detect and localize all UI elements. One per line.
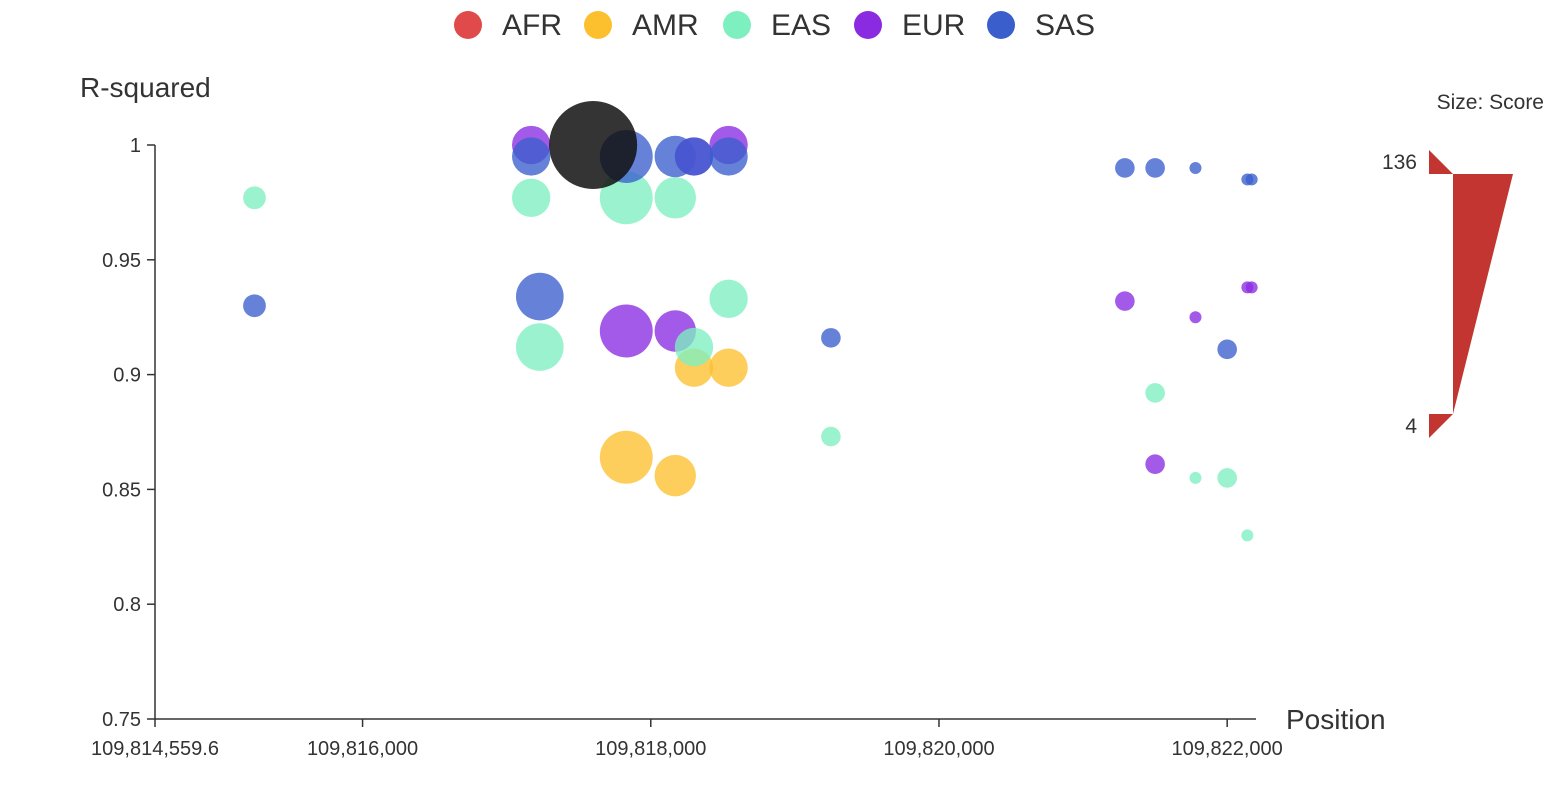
point-sas — [515, 272, 564, 321]
legend-item-eas[interactable]: EAS — [723, 9, 831, 42]
point-eur — [1145, 454, 1165, 474]
legend-item-amr[interactable]: AMR — [584, 9, 699, 42]
lead-point — [549, 101, 638, 189]
legend-label: SAS — [1035, 9, 1095, 42]
point-eur — [599, 304, 653, 358]
size-legend-title: Size: Score — [1437, 91, 1544, 114]
point-eas — [515, 323, 564, 371]
legend-label: AMR — [632, 9, 699, 42]
size-legend-wedge — [1453, 174, 1513, 414]
size-legend-max-label: 136 — [1382, 151, 1417, 174]
legend-marker — [987, 11, 1015, 39]
point-eur — [1115, 291, 1135, 311]
y-axis-title: R-squared — [80, 72, 211, 103]
legend-item-sas[interactable]: SAS — [987, 9, 1095, 42]
point-sas — [674, 137, 714, 176]
point-sas — [1115, 158, 1135, 178]
y-tick-label: 0.9 — [113, 365, 141, 387]
legend-item-afr[interactable]: AFR — [454, 9, 562, 42]
size-legend: Size: Score 136 4 — [1382, 91, 1544, 438]
point-eas — [821, 426, 841, 447]
point-eas — [674, 327, 714, 367]
data-points — [243, 101, 1258, 542]
legend-marker — [723, 11, 751, 39]
x-tick-label: 109,818,000 — [595, 738, 706, 760]
point-sas — [512, 137, 551, 176]
point-sas — [243, 294, 266, 318]
y-tick-label: 1 — [130, 135, 141, 157]
series-legend[interactable]: AFR AMR EAS EUR SAS — [454, 9, 1095, 42]
legend-label: EAS — [771, 9, 831, 42]
point-eas — [1145, 383, 1165, 403]
legend-marker — [454, 11, 482, 39]
size-legend-max-marker — [1429, 150, 1453, 174]
x-tick-label: 109,816,000 — [307, 738, 418, 760]
y-tick-label: 0.75 — [102, 709, 141, 731]
point-sas — [821, 328, 841, 348]
legend-marker — [584, 11, 612, 39]
point-eas — [1189, 471, 1202, 484]
y-tick-label: 0.85 — [102, 479, 141, 501]
legend-label: EUR — [902, 9, 965, 42]
legend-item-eur[interactable]: EUR — [854, 9, 965, 42]
point-eas — [654, 177, 696, 219]
legend-marker — [854, 11, 882, 39]
axes: 0.75 0.8 0.85 0.9 0.95 1 109,814,559.6 109,816,… — [91, 135, 1283, 760]
point-eas — [709, 279, 748, 318]
point-amr — [654, 454, 696, 497]
legend-label: AFR — [502, 9, 562, 42]
point-eas — [599, 171, 653, 225]
y-tick-label: 0.8 — [113, 594, 141, 616]
point-eas — [243, 186, 266, 210]
size-legend-min-label: 4 — [1405, 415, 1417, 438]
x-tick-label: 109,820,000 — [883, 738, 994, 760]
point-sas — [1145, 158, 1165, 178]
point-eas — [1241, 529, 1254, 542]
point-sas — [709, 137, 748, 176]
x-tick-label: 109,814,559.6 — [91, 738, 219, 760]
point-eur — [1245, 281, 1258, 294]
point-amr — [709, 348, 748, 387]
point-eur — [1189, 311, 1202, 324]
point-amr — [599, 430, 653, 484]
x-tick-label: 109,822,000 — [1172, 738, 1283, 760]
x-axis-title: Position — [1286, 704, 1386, 735]
point-sas — [1217, 339, 1237, 360]
size-legend-min-marker — [1429, 414, 1453, 438]
point-eas — [512, 178, 551, 217]
point-sas — [1189, 161, 1202, 174]
point-eas — [1217, 468, 1237, 488]
point-sas — [1245, 173, 1258, 186]
y-tick-label: 0.95 — [102, 250, 141, 272]
